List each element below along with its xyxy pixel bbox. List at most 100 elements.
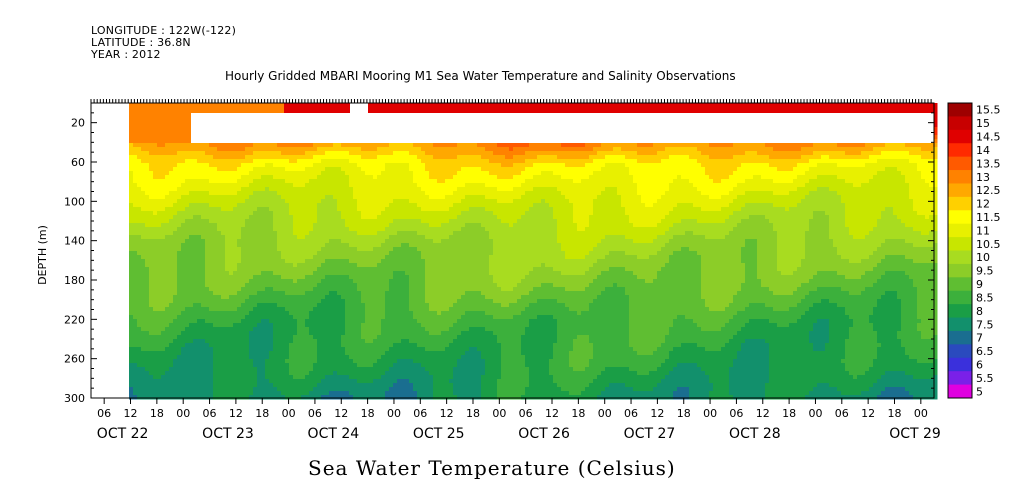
field-cell (293, 243, 298, 248)
field-cell (273, 223, 278, 228)
field-cell (385, 359, 390, 364)
field-cell (349, 167, 354, 172)
field-cell (277, 327, 282, 332)
field-cell (141, 167, 146, 172)
field-cell (217, 283, 222, 288)
field-cell (389, 219, 394, 224)
field-cell (253, 147, 258, 152)
field-cell (385, 187, 390, 192)
field-cell (273, 343, 278, 348)
field-cell (217, 307, 222, 312)
field-cell (197, 379, 202, 384)
field-cell (141, 391, 146, 396)
field-cell (133, 323, 138, 328)
field-cell (361, 351, 366, 356)
field-cell (361, 243, 366, 248)
field-cell (341, 231, 346, 236)
field-cell (249, 219, 254, 224)
field-cell (205, 251, 210, 256)
field-cell (165, 355, 170, 360)
field-cell (373, 279, 378, 284)
field-cell (233, 183, 238, 188)
field-cell (269, 279, 274, 284)
field-cell (305, 239, 310, 244)
field-cell (265, 235, 270, 240)
field-cell (289, 279, 294, 284)
field-cell (345, 203, 350, 208)
field-cell (177, 151, 182, 156)
field-cell (129, 175, 134, 180)
field-cell (381, 227, 386, 232)
field-cell (293, 363, 298, 368)
field-cell (245, 171, 250, 176)
field-cell (205, 159, 210, 164)
field-cell (309, 295, 314, 300)
field-cell (229, 227, 234, 232)
field-cell (261, 311, 266, 316)
field-cell (229, 155, 234, 160)
field-cell (393, 267, 398, 272)
field-cell (197, 339, 202, 344)
field-cell (301, 191, 306, 196)
field-cell (365, 355, 370, 360)
field-cell (285, 179, 290, 184)
field-cell (381, 183, 386, 188)
field-cell (177, 351, 182, 356)
field-cell (249, 167, 254, 172)
field-cell (381, 271, 386, 276)
field-cell (301, 147, 306, 152)
field-cell (145, 331, 150, 336)
field-cell (329, 303, 334, 308)
field-cell (277, 171, 282, 176)
field-cell (293, 315, 298, 320)
field-cell (305, 271, 310, 276)
field-cell (209, 227, 214, 232)
field-cell (353, 247, 358, 252)
field-cell (289, 375, 294, 380)
field-cell (209, 363, 214, 368)
field-cell (325, 343, 330, 348)
field-cell (285, 175, 290, 180)
field-cell (353, 227, 358, 232)
field-cell (249, 231, 254, 236)
field-cell (249, 371, 254, 376)
field-cell (301, 319, 306, 324)
field-cell (233, 143, 238, 148)
field-cell (333, 247, 338, 252)
field-cell (317, 335, 322, 340)
field-cell (305, 267, 310, 272)
field-cell (161, 299, 166, 304)
field-cell (153, 331, 158, 336)
field-cell (241, 259, 246, 264)
field-cell (353, 387, 358, 392)
field-cell (245, 147, 250, 152)
field-cell (169, 371, 174, 376)
field-cell (193, 191, 198, 196)
field-cell (189, 235, 194, 240)
field-cell (225, 291, 230, 296)
field-cell (133, 195, 138, 200)
field-cell (309, 351, 314, 356)
field-cell (145, 235, 150, 240)
field-cell (393, 315, 398, 320)
field-cell (153, 283, 158, 288)
field-cell (377, 307, 382, 312)
field-cell (145, 323, 150, 328)
field-cell (169, 167, 174, 172)
field-cell (313, 243, 318, 248)
field-cell (209, 367, 214, 372)
field-cell (325, 175, 330, 180)
field-cell (373, 355, 378, 360)
field-cell (333, 383, 338, 388)
field-cell (229, 143, 234, 148)
field-cell (233, 299, 238, 304)
field-cell (281, 395, 286, 400)
field-cell (357, 315, 362, 320)
field-cell (337, 243, 342, 248)
field-cell (361, 179, 366, 184)
field-cell (237, 291, 242, 296)
field-cell (225, 223, 230, 228)
field-cell (393, 151, 398, 156)
field-cell (217, 211, 222, 216)
field-cell (389, 379, 394, 384)
